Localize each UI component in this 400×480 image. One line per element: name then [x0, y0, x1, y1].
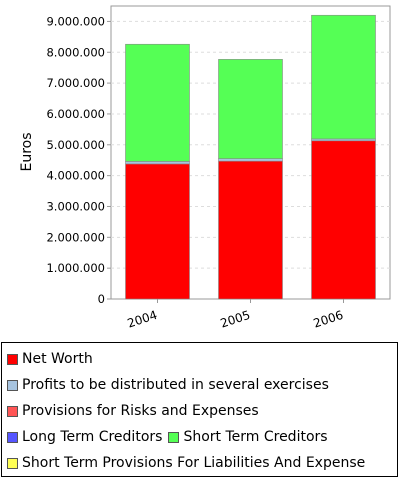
y-tick-label: 9.000.000 — [46, 14, 105, 28]
legend-row: Net Worth — [7, 349, 99, 369]
bars — [125, 14, 376, 300]
y-tick-label: 0 — [98, 292, 105, 306]
legend-label: Short Term Provisions For Liabilities An… — [22, 455, 366, 471]
legend-label: Profits to be distributed in several exe… — [22, 377, 329, 393]
bar-segment — [125, 161, 190, 165]
legend-item-long-term-creditors: Long Term Creditors — [7, 429, 162, 445]
legend-label: Provisions for Risks and Expenses — [22, 403, 259, 419]
legend: Net Worth Profits to be distributed in s… — [1, 342, 398, 477]
y-tick-label: 5.000.000 — [46, 138, 105, 152]
x-tick-label: 2005 — [219, 308, 252, 331]
bar-segment — [311, 14, 376, 140]
legend-swatch — [7, 431, 18, 443]
y-tick-label: 7.000.000 — [46, 76, 105, 90]
legend-label: Net Worth — [22, 351, 93, 367]
y-axis-ticks: 0 1.000.000 2.000.000 3.000.000 4.000.000 5.0… — [46, 14, 111, 306]
legend-label: Long Term Creditors — [22, 429, 163, 445]
y-tick-label: 4.000.000 — [46, 169, 105, 183]
x-tick-label: 2004 — [126, 308, 159, 331]
legend-item-short-term-creditors: Short Term Creditors — [168, 429, 328, 445]
x-axis-ticks: 2004 2005 2006 — [126, 299, 345, 331]
legend-swatch — [7, 457, 18, 469]
legend-row: Short Term Provisions For Liabilities An… — [7, 453, 371, 473]
legend-row: Long Term Creditors Short Term Creditors — [7, 427, 334, 447]
y-tick-label: 3.000.000 — [46, 199, 105, 213]
y-axis-label: Euros — [19, 132, 35, 171]
bar-segment — [218, 160, 283, 300]
bar-segment — [125, 163, 190, 300]
legend-swatch — [7, 405, 18, 417]
legend-row: Profits to be distributed in several exe… — [7, 375, 335, 395]
legend-item-profits: Profits to be distributed in several exe… — [7, 377, 329, 393]
bar-segment — [218, 158, 283, 162]
legend-swatch — [7, 353, 18, 365]
legend-row: Provisions for Risks and Expenses — [7, 401, 265, 421]
stacked-bar-chart: 0 1.000.000 2.000.000 3.000.000 4.000.000 5.0… — [19, 5, 391, 331]
y-tick-label: 6.000.000 — [46, 107, 105, 121]
bar-segment — [311, 140, 376, 300]
legend-label: Short Term Creditors — [183, 429, 328, 445]
y-tick-label: 1.000.000 — [46, 261, 105, 275]
legend-item-net-worth: Net Worth — [7, 351, 93, 367]
bar-segment — [218, 59, 283, 159]
legend-swatch — [7, 379, 18, 391]
bar-segment — [125, 43, 190, 162]
y-tick-label: 8.000.000 — [46, 45, 105, 59]
x-tick-label: 2006 — [312, 308, 345, 331]
legend-item-short-term-provisions: Short Term Provisions For Liabilities An… — [7, 455, 365, 471]
y-tick-label: 2.000.000 — [46, 230, 105, 244]
legend-swatch — [168, 431, 180, 443]
legend-item-provisions-risks: Provisions for Risks and Expenses — [7, 403, 259, 419]
